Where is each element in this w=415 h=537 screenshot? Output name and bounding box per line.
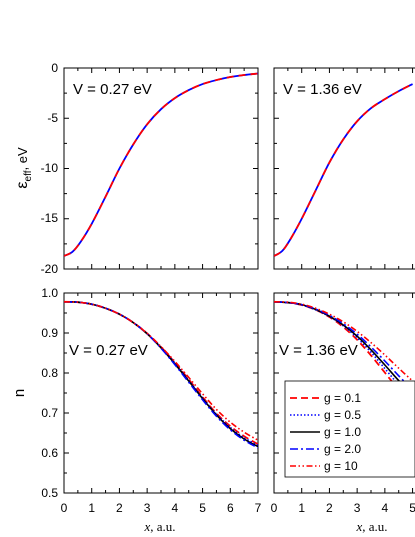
- panel-annotation: V = 1.36 eV: [283, 81, 362, 98]
- panel-annotation: V = 0.27 eV: [69, 342, 148, 359]
- x-axis-label: x, a.u.: [143, 519, 175, 534]
- x-tick-label: 0: [271, 501, 278, 515]
- x-tick-label: 2: [326, 501, 333, 515]
- x-tick-label: 3: [144, 501, 151, 515]
- legend-label: g = 0.1: [324, 391, 361, 405]
- x-axis-unit: , a.u.: [362, 519, 387, 534]
- tick-marks: [63, 67, 259, 270]
- y-axis-subscript: eff: [23, 170, 34, 181]
- y-tick-label: 0.7: [41, 406, 58, 420]
- panel-top-right: V = 1.36 eV: [273, 67, 415, 270]
- legend-label: g = 0.5: [324, 408, 361, 422]
- x-tick-label: 5: [199, 501, 206, 515]
- plot-frame: [63, 292, 259, 494]
- x-axis-variable: x: [143, 519, 150, 534]
- plot-frame: [273, 67, 415, 270]
- y-tick-label: -20: [41, 262, 59, 276]
- legend-swatches: [290, 397, 320, 467]
- legend-box: [284, 380, 415, 478]
- curve-group: [64, 300, 258, 449]
- tick-marks: [273, 292, 414, 494]
- y-tick-label: -5: [47, 111, 58, 125]
- panel-bottom-right: V = 1.36 eV 0 1 2 3 4 5 x, a.u.: [271, 292, 415, 534]
- x-tick-label: 4: [172, 501, 179, 515]
- series-line: [274, 301, 414, 391]
- y-axis-unit: , eV: [15, 147, 30, 170]
- panel-annotation: V = 0.27 eV: [73, 81, 152, 98]
- y-tick-label: 0.8: [41, 366, 58, 380]
- x-tick-label: 2: [116, 501, 123, 515]
- curve-line: [274, 83, 413, 257]
- y-axis-label: n: [11, 389, 28, 397]
- series-line: [64, 301, 258, 447]
- x-tick-label: 4: [382, 501, 389, 515]
- x-axis-label: x, a.u.: [355, 519, 387, 534]
- legend-label: g = 2.0: [324, 442, 361, 456]
- panel-top-left: V = 0.27 eV 0 -5 -10 -15 -20 εeff, eV: [14, 61, 259, 276]
- x-tick-label: 3: [354, 501, 361, 515]
- panel-bottom-left: V = 0.27 eV 1.0 0.9 0.8 0.7 0.6 0.5 0 1 …: [11, 286, 262, 534]
- curve-line-dashed: [64, 72, 258, 257]
- x-tick-label: 7: [255, 501, 262, 515]
- y-tick-label: 0.5: [41, 486, 58, 500]
- panel-annotation: V = 1.36 eV: [279, 342, 358, 359]
- series-line: [64, 301, 258, 441]
- series-line: [64, 300, 258, 445]
- y-axis-label: εeff, eV: [14, 147, 34, 189]
- x-tick-label: 1: [88, 501, 95, 515]
- series-line: [274, 301, 414, 382]
- curve-line-dashed: [274, 83, 413, 257]
- tick-marks: [273, 67, 414, 270]
- tick-marks: [63, 292, 259, 494]
- x-axis-variable: x: [355, 519, 362, 534]
- x-tick-label: 0: [61, 501, 68, 515]
- x-tick-label: 6: [227, 501, 234, 515]
- legend-label: g = 10: [324, 459, 358, 473]
- curve-line: [64, 72, 258, 257]
- y-tick-label: 0.9: [41, 326, 58, 340]
- y-tick-label: -10: [41, 161, 59, 175]
- y-tick-label: -15: [41, 211, 59, 225]
- curve-group: [64, 72, 258, 257]
- x-axis-unit: , a.u.: [150, 519, 175, 534]
- plot-frame: [63, 67, 259, 270]
- curve-group: [274, 83, 413, 257]
- legend: g = 0.1 g = 0.5 g = 1.0 g = 2.0 g = 10: [284, 380, 415, 478]
- x-tick-label: 1: [298, 501, 305, 515]
- x-tick-label: 5: [409, 501, 415, 515]
- curve-group: [274, 300, 414, 407]
- y-tick-label: 0.6: [41, 446, 58, 460]
- series-line: [64, 301, 258, 449]
- y-axis-symbol: ε: [14, 181, 31, 188]
- legend-label: g = 1.0: [324, 425, 361, 439]
- y-tick-label: 0: [51, 61, 58, 75]
- y-tick-label: 1.0: [41, 286, 58, 300]
